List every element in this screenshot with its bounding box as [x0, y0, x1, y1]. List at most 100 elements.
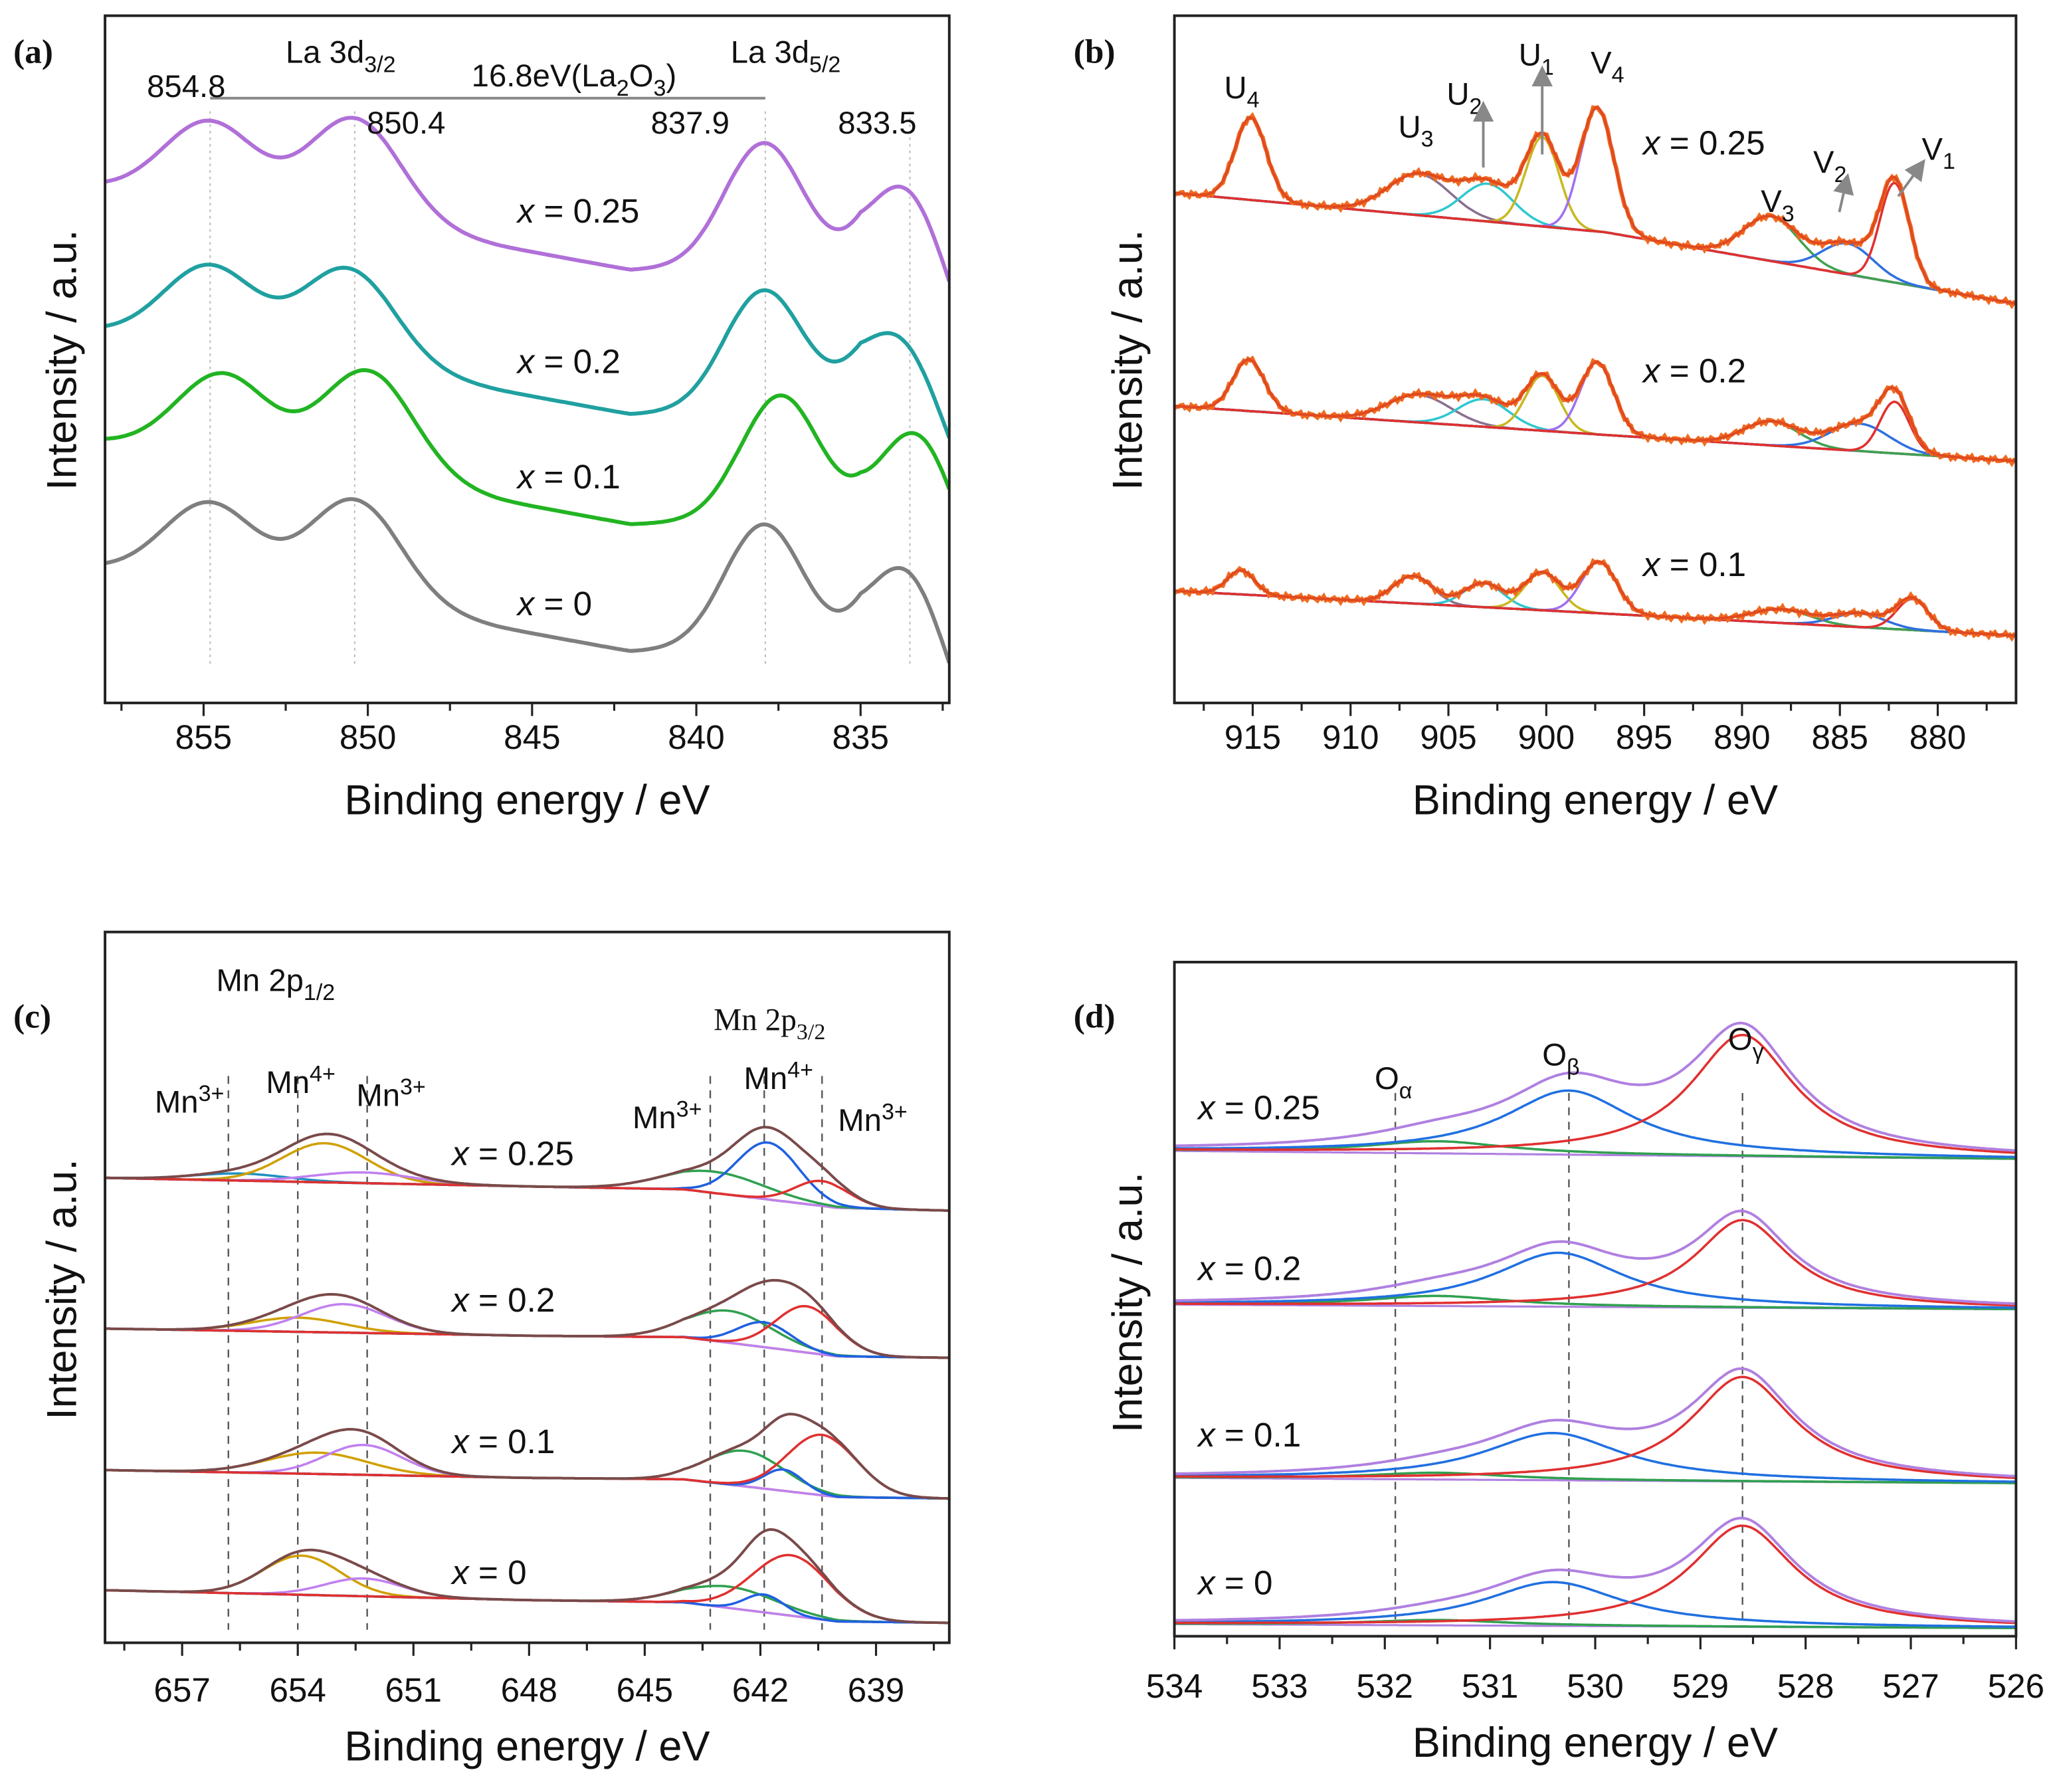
peak-annotation: Mn4+	[743, 1057, 813, 1096]
peak-annotation-part: La 3d	[731, 35, 809, 70]
series-label-var: x	[516, 342, 536, 380]
experimental-curve	[1174, 557, 2016, 643]
series-label-value: = 0.25	[1660, 124, 1765, 161]
peak-annotation-part: O	[1375, 1061, 1399, 1096]
peak-annotation-part: V	[1761, 184, 1782, 219]
panel-letter: (d)	[1074, 997, 1116, 1035]
series-label-value: = 0.1	[469, 1423, 555, 1460]
envelope-curve	[105, 1413, 949, 1500]
peak-annotation: Mn 2p3/2	[714, 1003, 825, 1045]
fit-component	[1174, 569, 2016, 637]
x-tick-label: 642	[732, 1671, 789, 1709]
peak-annotation-part: Mn	[838, 1103, 882, 1138]
fit-component	[1174, 1294, 2016, 1311]
envelope-curve	[105, 1278, 949, 1359]
fit-component	[1174, 1251, 2016, 1309]
fit-component	[1174, 1375, 2016, 1480]
spectrum-curve	[105, 262, 949, 439]
series-label-value: = 0.2	[1215, 1250, 1302, 1288]
series-a-1	[105, 262, 949, 439]
x-tick-label: 890	[1713, 718, 1770, 756]
series-a-3	[105, 497, 949, 664]
envelope-curve	[105, 1528, 949, 1625]
series-label: x = 0.1	[1196, 1416, 1301, 1454]
peak-annotation: V1	[1922, 132, 1955, 174]
peak-annotation: Oα	[1375, 1061, 1412, 1104]
panel-letter: (b)	[1074, 33, 1116, 71]
fit-component	[1174, 571, 2016, 637]
peak-annotation-part: 3+	[400, 1074, 426, 1100]
peak-annotation-part: Mn	[155, 1085, 199, 1120]
y-axis-label: Intensity / a.u.	[1104, 230, 1151, 490]
peak-annotation: V2	[1813, 145, 1846, 187]
peak-annotation-part: γ	[1753, 1039, 1764, 1064]
peak-annotation-part: 1	[1943, 149, 1955, 174]
fit-component	[1174, 1033, 2016, 1154]
envelope-curve	[105, 1126, 949, 1213]
peak-annotation-part: Mn	[743, 1061, 787, 1096]
series-c-1	[105, 1278, 949, 1359]
series-label-var: x	[450, 1281, 470, 1319]
peak-annotation-part: Mn 2p	[217, 963, 304, 998]
peak-annotation-part: 3+	[882, 1099, 908, 1124]
x-tick-label: 530	[1567, 1667, 1623, 1705]
spectrum-curve	[105, 497, 949, 664]
x-tick-label: 885	[1811, 718, 1868, 756]
x-tick-label: 895	[1616, 718, 1672, 756]
panel-letter: (a)	[13, 33, 53, 71]
envelope-curve	[1174, 106, 2016, 305]
peak-annotation-part: V	[1922, 132, 1943, 167]
series-label-var: x	[516, 192, 536, 230]
series-label-value: = 0.2	[1660, 351, 1747, 389]
series-label: x = 0	[450, 1553, 526, 1591]
series-label: x = 0.2	[1196, 1250, 1301, 1288]
series-label-value: = 0	[469, 1553, 527, 1591]
curves	[1174, 105, 2016, 643]
y-axis-label: Intensity / a.u.	[39, 1159, 86, 1419]
series-label: x = 0.1	[450, 1423, 555, 1460]
fit-component	[1174, 1581, 2016, 1628]
series-c-3	[105, 1528, 949, 1625]
series-b-1	[1174, 355, 2016, 468]
peak-annotation-part: Mn	[356, 1078, 400, 1114]
series-label-value: = 0.25	[534, 192, 639, 230]
envelope-curve	[1174, 560, 2016, 637]
series-label-value: = 0	[534, 585, 592, 623]
peak-annotation-part: 1/2	[304, 980, 335, 1005]
series-label-value: = 0.1	[534, 458, 621, 496]
x-tick-label: 527	[1882, 1667, 1939, 1705]
fit-component	[105, 1585, 949, 1625]
peak-annotation-part: Mn	[633, 1100, 676, 1136]
series-a-0	[105, 116, 949, 282]
peak-annotation-part: 3+	[676, 1096, 702, 1122]
series-label-var: x	[1196, 1416, 1217, 1454]
peak-annotation-part: 837.9	[651, 106, 730, 141]
series-label: x = 0.25	[1641, 124, 1765, 161]
x-tick-label: 651	[385, 1671, 442, 1709]
envelope-curve	[1174, 1367, 2016, 1478]
x-tick-label: 526	[1988, 1667, 2044, 1705]
series-label-var: x	[516, 458, 536, 496]
envelope-curve	[1174, 1021, 2016, 1152]
experimental-curve	[1174, 105, 2016, 310]
peak-annotation-part: 16.8eV(La	[472, 58, 617, 94]
series-label: x = 0.2	[1641, 351, 1746, 389]
peak-annotation-part: 5/2	[809, 52, 840, 77]
peak-annotation-part: 3	[654, 76, 666, 101]
series-label: x = 0	[1196, 1564, 1272, 1602]
x-tick-label: 533	[1251, 1667, 1308, 1705]
peak-annotation: Mn3+	[155, 1081, 224, 1120]
curves	[1174, 1021, 2016, 1629]
series-label-var: x	[450, 1134, 470, 1172]
peak-annotation-part: 3	[1782, 201, 1795, 227]
x-axis-label: Binding energy / eV	[344, 777, 710, 823]
peak-annotation-part: )	[666, 58, 676, 94]
peak-annotation: Mn3+	[633, 1096, 702, 1136]
peak-annotation-part: 850.4	[367, 106, 445, 141]
series-d-2	[1174, 1367, 2016, 1484]
x-axis-label: Binding energy / eV	[1413, 1720, 1778, 1766]
peak-annotation: 833.5	[838, 106, 916, 141]
experimental-curve	[1174, 355, 2016, 468]
